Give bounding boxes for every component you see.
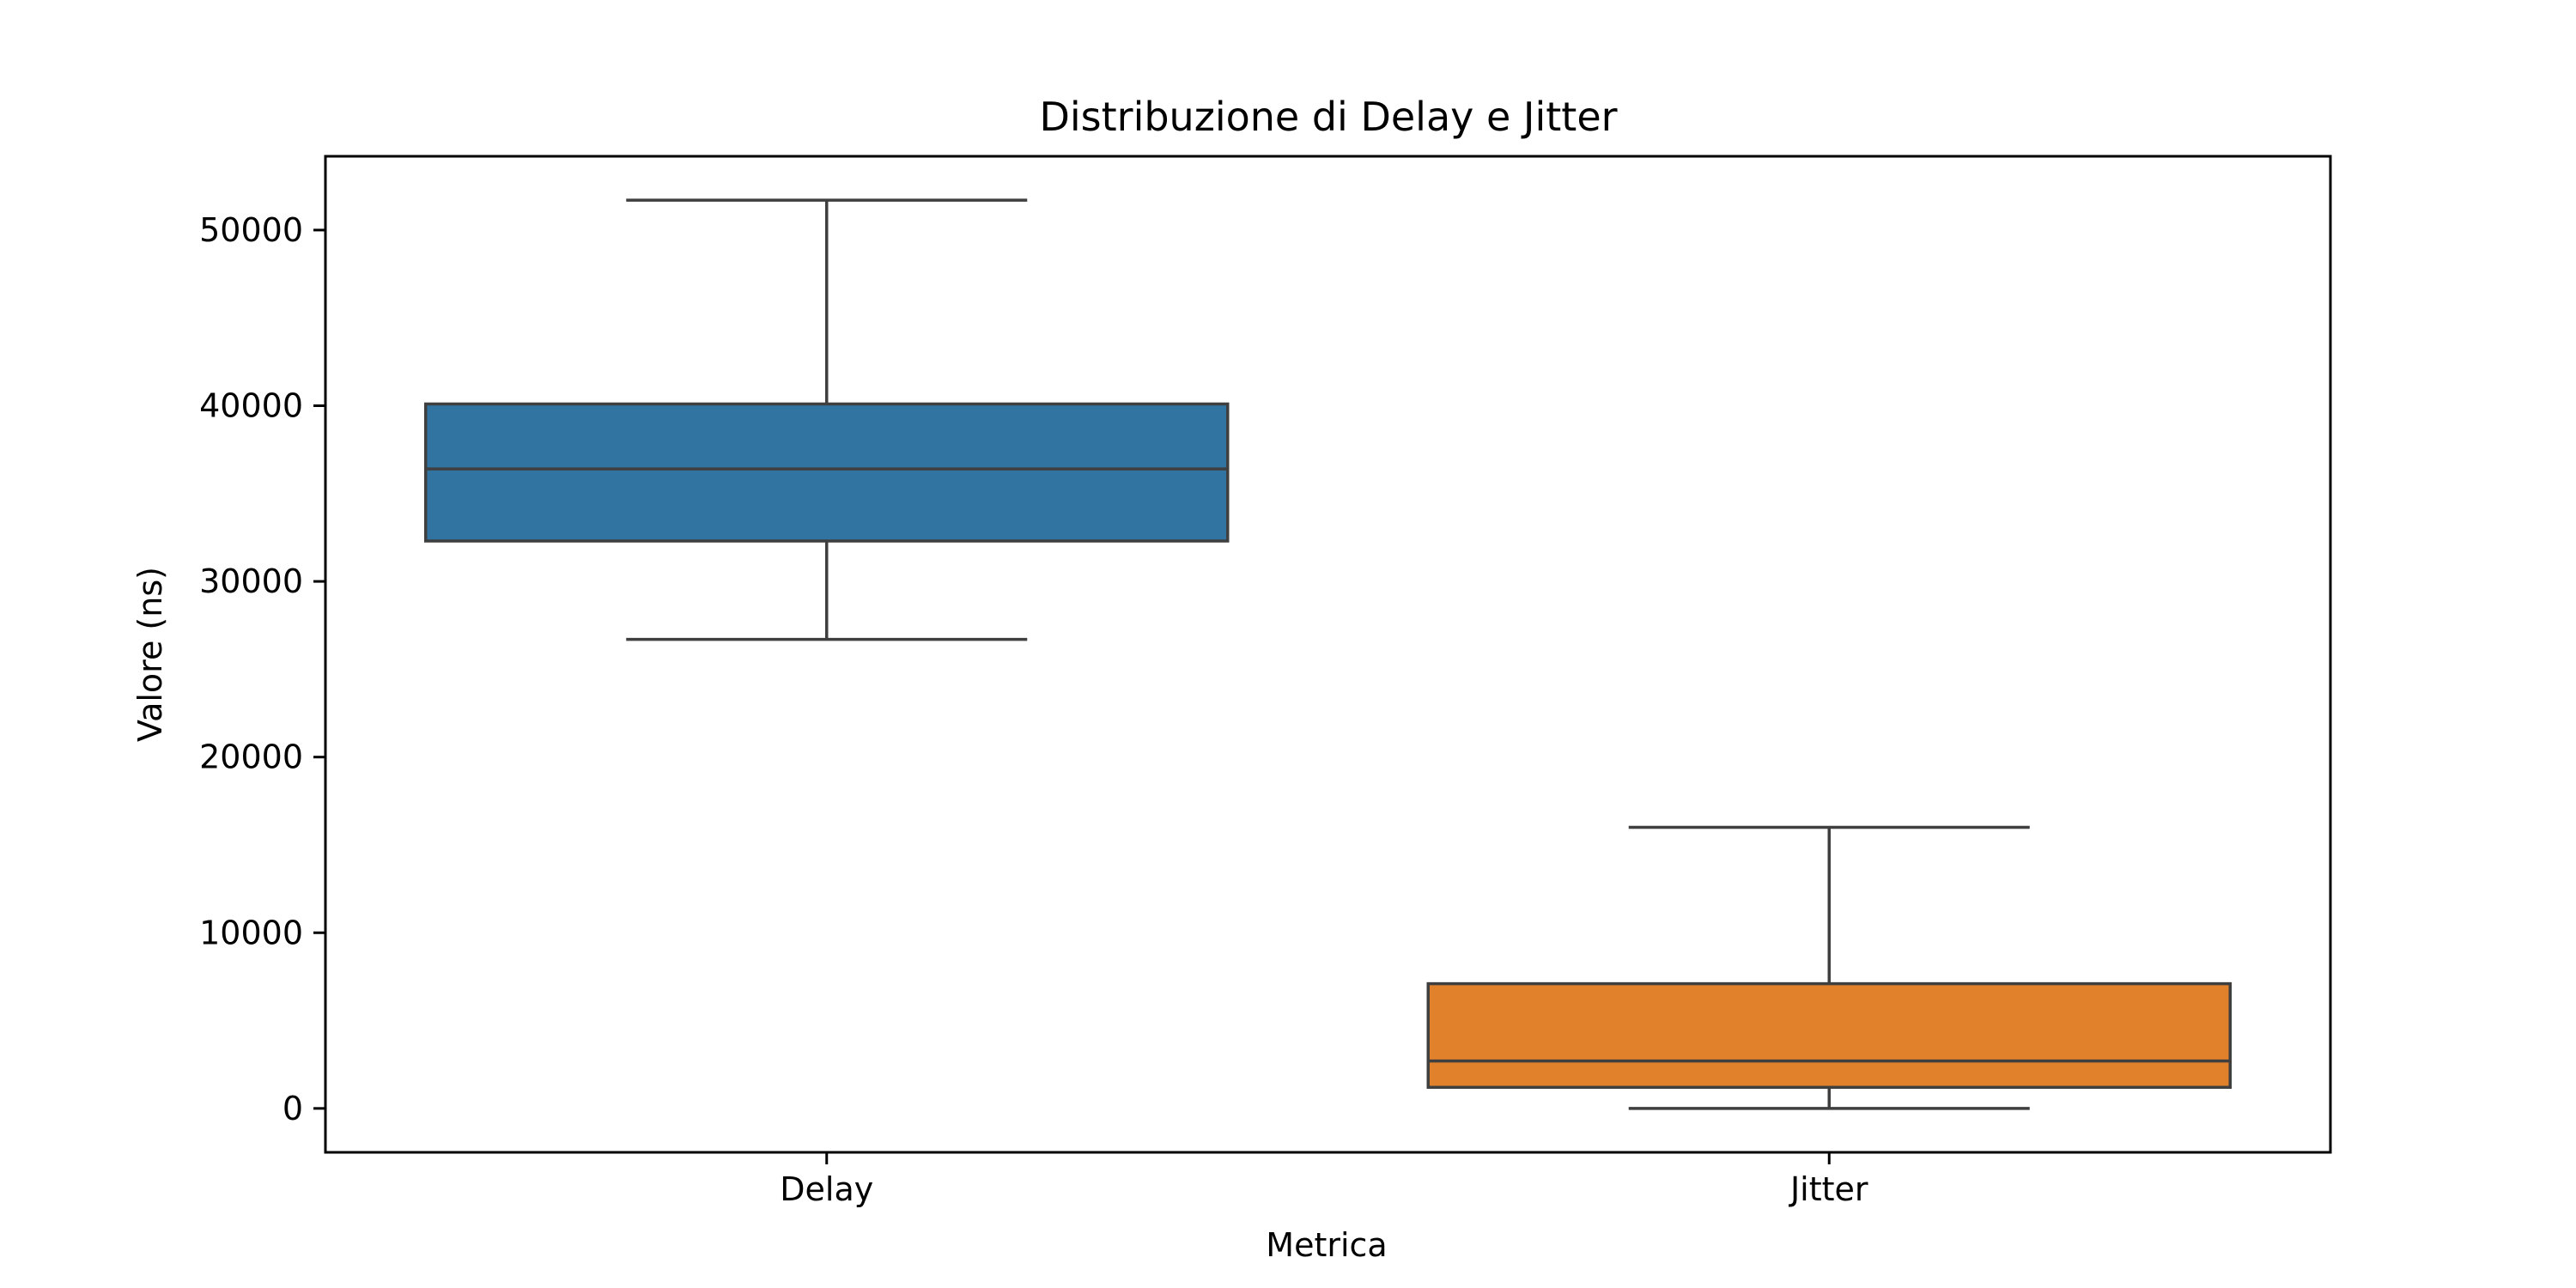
y-tick-label: 10000 [199,914,303,951]
y-tick-label: 20000 [199,738,303,776]
box-iqr [424,402,1230,543]
y-axis: 0 10000 20000 30000 40000 50000 [199,211,325,1127]
y-tick-label: 40000 [199,387,303,425]
y-tick-label: 50000 [199,211,303,249]
y-tick-label: 30000 [199,562,303,600]
y-tick-label: 0 [283,1090,303,1127]
x-tick-label: Delay [780,1170,873,1208]
plot-frame [324,155,2332,1154]
box-jitter [1426,825,2232,1110]
x-axis: Delay Jitter [780,1152,1868,1208]
chart-title: Distribuzione di Delay e Jitter [1039,94,1617,140]
box-iqr [1426,981,2232,1090]
x-tick-label: Jitter [1789,1170,1868,1208]
y-axis-label: Valore (ns) [131,567,169,742]
box-delay [424,198,1230,641]
boxes-layer [424,198,2232,1110]
x-axis-label: Metrica [1266,1226,1387,1264]
